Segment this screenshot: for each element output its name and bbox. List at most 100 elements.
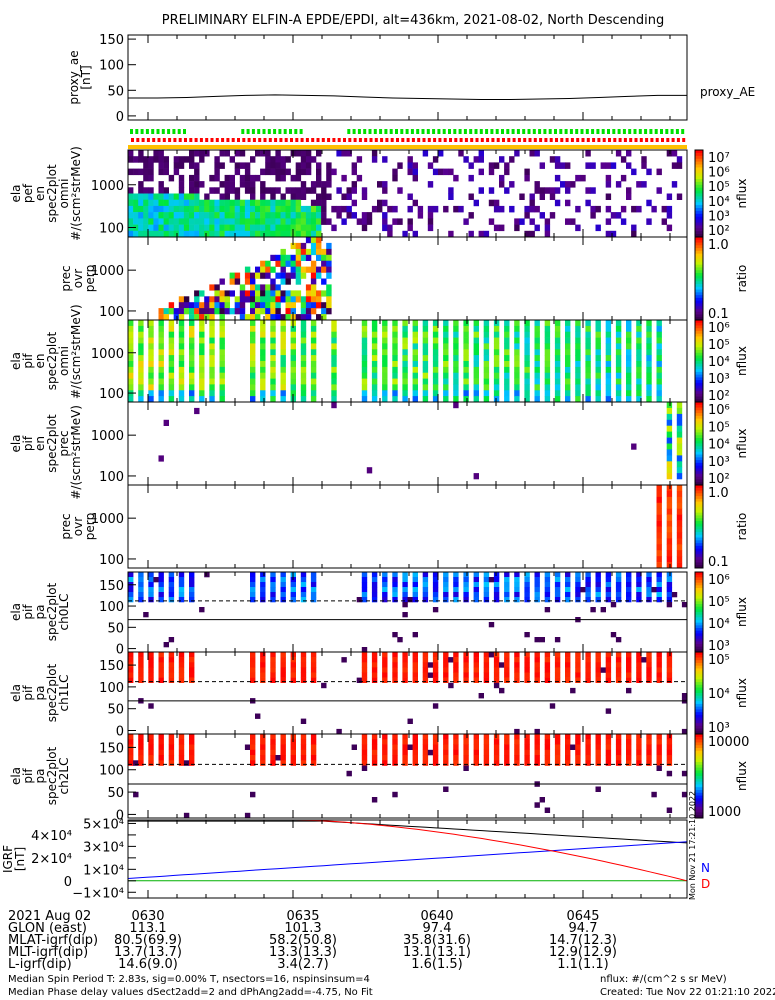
- x-row-value: 13.7(13.7): [114, 945, 182, 960]
- heatmap-cell: [463, 577, 469, 583]
- heatmap-cell: [392, 791, 398, 798]
- heatmap-cell: [646, 749, 652, 756]
- heatmap-cell: [158, 199, 164, 207]
- marker-green: [421, 129, 425, 134]
- heatmap-cell: [575, 667, 581, 673]
- heatmap-cell: [514, 734, 520, 740]
- heatmap-cell: [585, 396, 591, 403]
- heatmap-cell: [646, 739, 652, 745]
- heatmap-cell: [168, 361, 175, 368]
- heatmap-cell: [483, 325, 490, 333]
- colorbar-segment: [695, 449, 703, 453]
- heatmap-cell: [595, 597, 601, 603]
- heatmap-cell: [595, 667, 601, 673]
- heatmap-cell: [575, 372, 581, 379]
- colorbar-segment: [695, 577, 703, 581]
- heatmap-cell: [300, 302, 307, 309]
- heatmap-cell: [615, 582, 622, 588]
- heatmap-cell: [250, 156, 256, 163]
- heatmap-cell: [189, 662, 195, 668]
- heatmap-cell: [402, 744, 408, 750]
- marker-green: [130, 129, 133, 134]
- heatmap-cell: [534, 396, 540, 403]
- heatmap-cell: [387, 230, 393, 238]
- heatmap-cell: [575, 331, 581, 338]
- heatmap-cell: [432, 366, 439, 374]
- heatmap-cell: [681, 728, 688, 735]
- heatmap-cell: [148, 396, 154, 403]
- colorbar-label: 10²: [708, 472, 730, 487]
- heatmap-cell: [585, 390, 591, 397]
- heatmap-cell: [138, 577, 144, 583]
- heatmap-cell: [463, 582, 469, 588]
- heatmap-cell: [432, 320, 439, 327]
- marker-green: [649, 129, 653, 134]
- heatmap-cell: [463, 734, 469, 740]
- marker-green: [532, 129, 536, 134]
- heatmap-cell: [280, 174, 286, 182]
- colorbar-segment: [695, 237, 703, 241]
- footer-created: Created: Tue Nov 22 01:21:10 2022: [600, 987, 775, 998]
- heatmap-cell: [646, 337, 652, 344]
- heatmap-cell: [234, 199, 241, 207]
- heatmap-cell: [473, 320, 479, 327]
- heatmap-cell: [219, 331, 225, 338]
- colorbar-segment: [695, 181, 703, 186]
- heatmap-cell: [575, 396, 581, 403]
- heatmap-cell: [326, 296, 332, 303]
- heatmap-cell: [585, 572, 591, 578]
- heatmap-cell: [493, 378, 500, 385]
- heatmap-cell: [148, 325, 154, 333]
- colorbar-segment: [695, 585, 703, 589]
- heatmap-cell: [371, 734, 378, 740]
- heatmap-cell: [310, 181, 317, 188]
- heatmap-cell: [473, 331, 479, 338]
- heatmap-cell: [666, 592, 673, 598]
- marker-red: [459, 138, 463, 142]
- panel-content: [158, 402, 683, 480]
- heatmap-cell: [473, 652, 479, 658]
- heatmap-cell: [310, 187, 317, 194]
- heatmap-cell: [554, 384, 561, 391]
- heatmap-cell: [361, 187, 368, 194]
- panel-igrf: ND5×10⁴4×10⁴3×10⁴2×10⁴1×10⁴0−1×10⁴IGRF[n…: [1, 817, 710, 901]
- heatmap-cell: [178, 677, 185, 683]
- heatmap-cell: [295, 296, 302, 303]
- heatmap-cell: [290, 378, 296, 385]
- heatmap-cell: [173, 308, 180, 315]
- heatmap-cell: [255, 205, 261, 213]
- marker-red: [682, 138, 686, 142]
- heatmap-cell: [371, 331, 378, 338]
- heatmap-cell: [300, 662, 307, 668]
- heatmap-cell: [168, 677, 175, 683]
- marker-red: [157, 138, 161, 142]
- heatmap-cell: [371, 361, 378, 368]
- colorbar-segment: [695, 424, 703, 428]
- heatmap-cell: [412, 337, 418, 344]
- heatmap-cell: [321, 254, 327, 261]
- heatmap-cell: [138, 187, 144, 194]
- heatmap-cell: [615, 343, 622, 350]
- heatmap-cell: [250, 592, 256, 598]
- heatmap-cell: [626, 349, 632, 356]
- heatmap-cell: [316, 266, 322, 273]
- heatmap-cell: [163, 230, 169, 238]
- heatmap-cell: [229, 199, 235, 207]
- heatmap-cell: [412, 749, 418, 756]
- heatmap-cell: [676, 485, 683, 492]
- heatmap-cell: [234, 302, 241, 309]
- x-row-label: L-igrf(dip): [8, 957, 72, 972]
- heatmap-cell: [250, 755, 256, 761]
- heatmap-cell: [234, 308, 241, 315]
- heatmap-cell: [305, 284, 312, 291]
- heatmap-cell: [199, 181, 205, 188]
- heatmap-cell: [544, 384, 551, 391]
- heatmap-cell: [250, 355, 256, 362]
- heatmap-cell: [189, 372, 195, 379]
- heatmap-cell: [138, 657, 144, 663]
- heatmap-cell: [382, 672, 388, 678]
- marker-green: [368, 129, 372, 134]
- heatmap-cell: [595, 734, 601, 740]
- heatmap-cell: [310, 739, 317, 745]
